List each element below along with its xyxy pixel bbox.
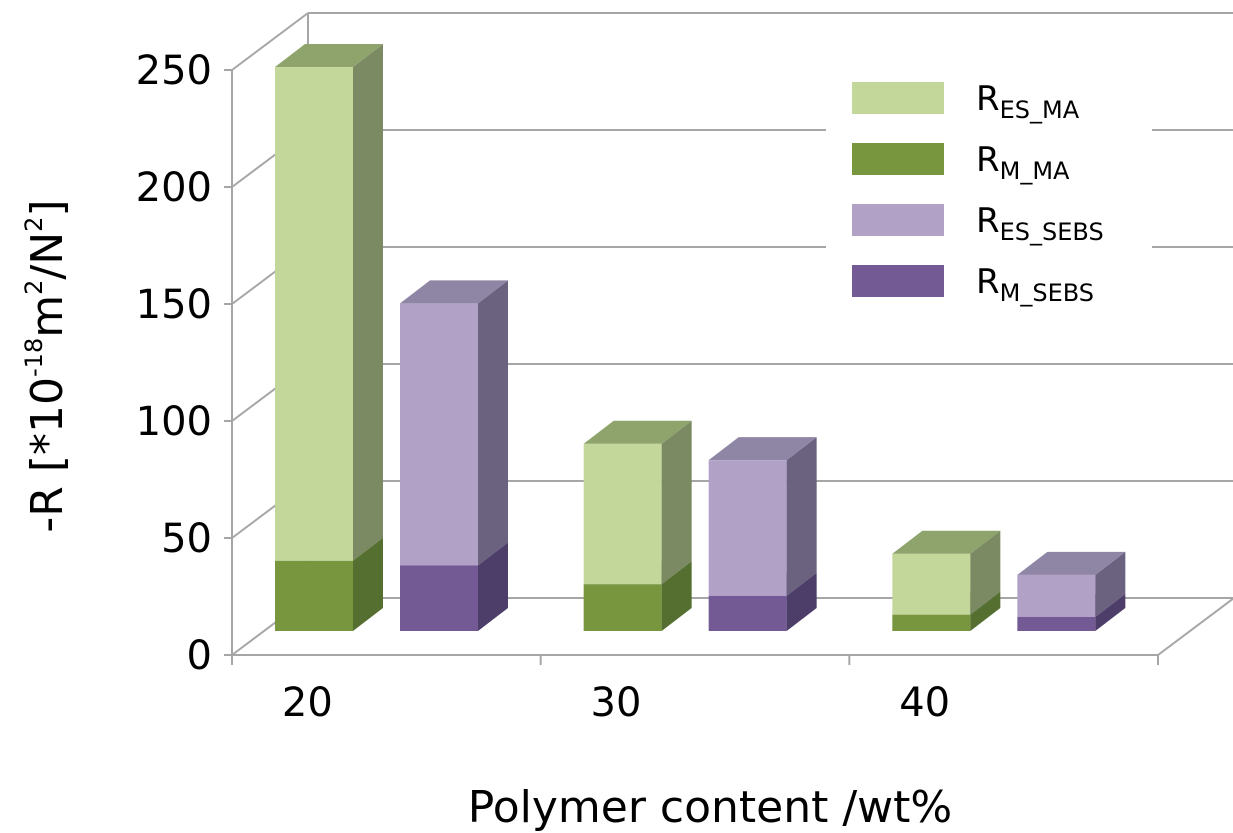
bar-R_M_SEBS-40 bbox=[1017, 616, 1096, 631]
bar-side-R_ES_SEBS-30 bbox=[786, 437, 817, 596]
bar-R_ES_MA-30 bbox=[583, 443, 662, 585]
wall-diagonal bbox=[231, 12, 309, 71]
bar-top-R_ES_SEBS-30 bbox=[708, 437, 817, 461]
legend-label-R_ES_MA: RES_MA bbox=[976, 79, 1080, 124]
bars bbox=[275, 44, 1126, 631]
x-tick-label: 40 bbox=[899, 680, 950, 726]
legend-swatch-R_ES_SEBS bbox=[852, 204, 944, 236]
legend: RES_MA RM_MA RES_SEBS RM_SEBS bbox=[826, 70, 1152, 320]
bar-R_ES_MA-20 bbox=[275, 67, 353, 561]
bar-top-R_ES_MA-40 bbox=[892, 530, 1001, 554]
bar-side-R_ES_MA-20 bbox=[353, 44, 383, 561]
x-tick-label: 30 bbox=[591, 680, 642, 726]
y-tick-label: 250 bbox=[136, 48, 212, 94]
bar-R_ES_SEBS-30 bbox=[708, 460, 787, 596]
bar-R_M_MA-30 bbox=[583, 584, 662, 631]
legend-label-R_ES_SEBS: RES_SEBS bbox=[976, 201, 1104, 246]
bar-top-R_ES_SEBS-20 bbox=[400, 280, 508, 304]
legend-swatch-R_M_SEBS bbox=[852, 265, 944, 297]
bar-R_ES_MA-40 bbox=[892, 553, 971, 615]
legend-label-R_M_SEBS: RM_SEBS bbox=[976, 262, 1094, 307]
axes: 0 50 100 150 200 250 20 30 40 bbox=[136, 48, 1159, 726]
bar-side-R_M_SEBS-30 bbox=[786, 572, 817, 631]
legend-swatch-R_ES_MA bbox=[852, 82, 944, 114]
y-axis-title: -R [*10-18m2/N2] bbox=[20, 199, 73, 532]
bar-side-R_M_MA-20 bbox=[353, 537, 383, 631]
bar-side-R_ES_MA-30 bbox=[661, 420, 692, 585]
y-tick-label: 100 bbox=[136, 399, 212, 445]
bar-side-R_ES_MA-40 bbox=[970, 530, 1001, 615]
bar-R_M_MA-40 bbox=[892, 614, 971, 631]
bar-R_ES_SEBS-20 bbox=[400, 303, 478, 566]
bar-side-R_ES_SEBS-40 bbox=[1095, 551, 1126, 617]
y-tick-label: 50 bbox=[161, 516, 212, 562]
bar-side-R_M_SEBS-20 bbox=[478, 542, 508, 631]
bar-side-R_ES_SEBS-20 bbox=[478, 280, 508, 566]
legend-label-R_M_MA: RM_MA bbox=[976, 140, 1070, 185]
bar-side-R_M_MA-40 bbox=[970, 591, 1001, 631]
legend-swatch-R_M_MA bbox=[852, 143, 944, 175]
y-tick-label: 0 bbox=[187, 633, 212, 679]
bar-top-R_ES_SEBS-40 bbox=[1017, 551, 1126, 575]
bar-top-R_ES_MA-20 bbox=[275, 44, 383, 68]
y-tick-label: 150 bbox=[136, 282, 212, 328]
bar-top-R_ES_MA-30 bbox=[583, 420, 692, 444]
bar-side-R_M_SEBS-40 bbox=[1095, 593, 1126, 631]
bar-R_M_SEBS-30 bbox=[708, 595, 787, 631]
bar-R_M_SEBS-20 bbox=[400, 565, 478, 631]
bar-R_M_MA-20 bbox=[275, 560, 353, 631]
y-tick-label: 200 bbox=[136, 165, 212, 211]
x-axis-title: Polymer content /wt% bbox=[468, 782, 952, 833]
bar-R_ES_SEBS-40 bbox=[1017, 574, 1096, 617]
floor-right-edge bbox=[1157, 597, 1233, 656]
x-tick-label: 20 bbox=[282, 680, 333, 726]
bar-side-R_M_MA-30 bbox=[661, 561, 692, 631]
